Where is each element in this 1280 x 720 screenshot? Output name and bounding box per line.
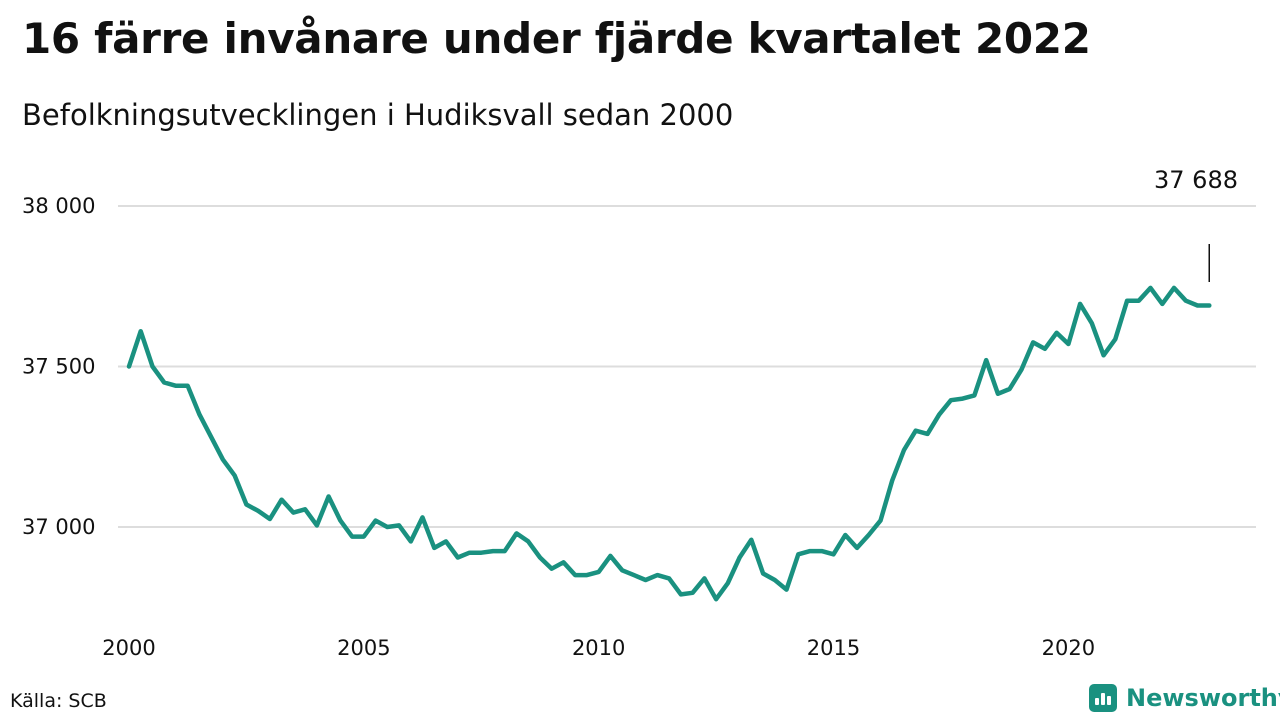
series-line [126,285,1212,602]
y-tick-label: 37 000 [22,515,95,539]
x-tick-label: 2000 [102,636,155,660]
bar-chart-icon [1089,684,1117,712]
x-tick-label: 2005 [337,636,390,660]
y-tick-label: 37 500 [22,355,95,379]
brand-name: Newsworthy [1126,684,1280,712]
brand-logo[interactable]: Newsworthy [1089,684,1280,712]
y-tick-label: 38 000 [22,194,95,218]
x-tick-label: 2020 [1042,636,1095,660]
x-tick-label: 2010 [572,636,625,660]
chart-title: 16 färre invånare under fjärde kvartalet… [22,14,1091,63]
chart-subtitle: Befolkningsutvecklingen i Hudiksvall sed… [22,98,734,132]
x-tick-label: 2015 [807,636,860,660]
end-value-label: 37 688 [1154,166,1238,194]
source-label: Källa: SCB [10,690,107,712]
